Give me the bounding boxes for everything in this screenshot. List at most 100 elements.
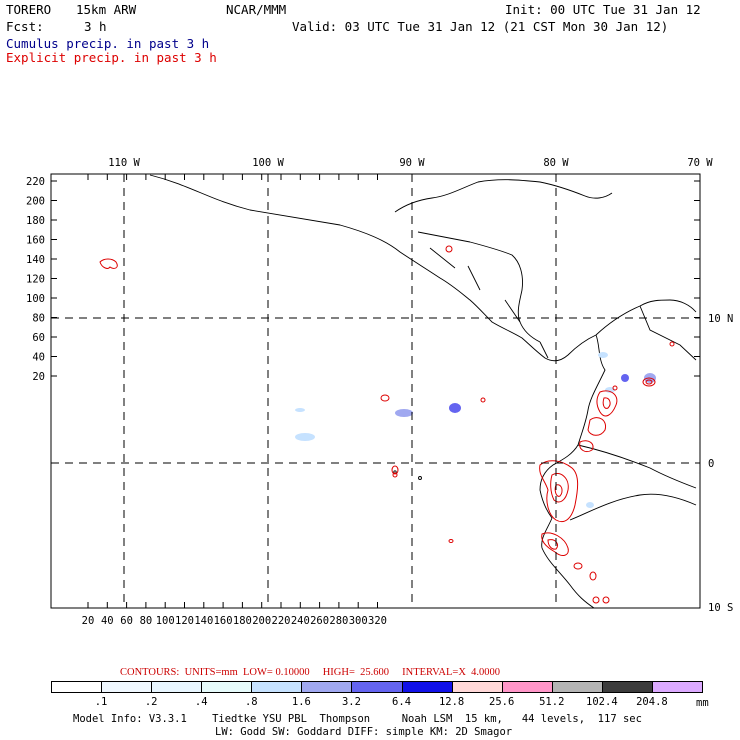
x-tick-label: 40 [101, 615, 114, 627]
cumulus-precip-patch [586, 502, 594, 508]
border-ecuador-peru [569, 444, 697, 521]
precip-contour [392, 472, 398, 478]
y-tick-label: 200 [26, 196, 45, 208]
lat-label: 10 S [708, 602, 733, 614]
init-time: Init: 00 UTC Tue 31 Jan 12 [505, 2, 701, 17]
x-tick-label: 20 [82, 615, 95, 627]
y-tick-label: 160 [26, 235, 45, 247]
colorbar-label: .1 [94, 696, 108, 708]
x-tick-label: 240 [291, 615, 310, 627]
colorbar-swatch [151, 681, 203, 693]
colorbar-label: 25.6 [489, 696, 515, 708]
colorbar-label: 102.4 [586, 696, 618, 708]
y-tick-label: 180 [26, 215, 45, 227]
colorbar-swatch [101, 681, 153, 693]
x-tick-label: 320 [368, 615, 387, 627]
map-frame [50, 173, 701, 609]
model-info-line1: Model Info: V3.3.1 Tiedtke YSU PBL Thomp… [73, 713, 642, 725]
y-tick-label: 120 [26, 274, 45, 286]
coastline-south-america [539, 334, 606, 609]
lat-label: 0 [708, 458, 714, 470]
cumulus-precip-patch [295, 408, 305, 412]
precip-contour [541, 532, 569, 556]
precip-contour [391, 465, 399, 475]
colorbar-swatch [51, 681, 103, 693]
precip-contour [579, 440, 594, 453]
x-tick-label: 60 [120, 615, 133, 627]
precip-contour [448, 539, 454, 543]
x-tick-label: 280 [329, 615, 348, 627]
border-colombia [639, 305, 697, 361]
cumulus-precip-patch [395, 409, 413, 417]
x-tick-label: 80 [140, 615, 153, 627]
colorbar-swatch [401, 681, 453, 693]
colorbar-label: 1.6 [291, 696, 311, 708]
cumulus-precip-shading [295, 352, 656, 508]
explicit-precip-contours [99, 245, 675, 604]
precip-contour [573, 562, 583, 570]
model-info-line2: LW: Godd SW: Goddard DIFF: simple KM: 2D… [215, 726, 513, 738]
map-tick-marks [51, 174, 700, 608]
org-label: NCAR/MMM [226, 2, 287, 17]
y-tick-label: 100 [26, 293, 45, 305]
colorbar-swatch [301, 681, 353, 693]
colorbar-swatch [451, 681, 503, 693]
colorbar-swatch [201, 681, 253, 693]
colorbar-swatch [501, 681, 553, 693]
y-tick-label: 60 [32, 332, 45, 344]
y-tick-label: 140 [26, 254, 45, 266]
precip-contour [539, 460, 579, 523]
precip-contour [99, 258, 118, 269]
valid-time: Valid: 03 UTC Tue 31 Jan 12 (21 CST Mon … [292, 19, 669, 34]
colorbar-unit: mm [696, 697, 709, 709]
precip-contour [596, 390, 618, 417]
x-tick-label: 220 [272, 615, 291, 627]
colorbar-label: 12.8 [438, 696, 465, 708]
country-borders [417, 231, 549, 359]
x-tick-label: 100 [156, 615, 175, 627]
x-tick-label: 200 [252, 615, 271, 627]
precip-contour [589, 571, 597, 581]
lon-label: 90 W [399, 157, 425, 169]
x-tick-label: 140 [194, 615, 213, 627]
colorbar-label: 204.8 [636, 696, 668, 708]
fcst-label: Fcst: [6, 19, 44, 34]
x-tick-label: 160 [214, 615, 233, 627]
y-tick-label: 80 [32, 313, 45, 325]
precip-contour [547, 539, 559, 550]
precip-contour [445, 245, 453, 253]
lat-label: 10 N [708, 313, 733, 325]
precip-contour [380, 394, 390, 402]
lon-label: 100 W [252, 157, 284, 169]
colorbar-swatch [651, 681, 703, 693]
colorbar-swatch [351, 681, 403, 693]
colorbar-label: 6.4 [392, 696, 412, 708]
precip-contour [642, 377, 656, 387]
precip-contour [480, 397, 486, 403]
colorbar-label: .8 [244, 696, 258, 708]
precip-contour [612, 385, 618, 391]
precip-contour [602, 397, 611, 409]
cumulus-precip-patch [449, 403, 461, 413]
cumulus-precip-patch [598, 352, 608, 358]
lon-label: 80 W [543, 157, 569, 169]
colorbar-swatch [551, 681, 603, 693]
coastline-gulf [394, 179, 613, 213]
run-name: TORERO [6, 2, 52, 17]
field-explicit-label: Explicit precip. in past 3 h [6, 50, 217, 65]
colorbar-label: .2 [144, 696, 158, 708]
cumulus-precip-patch [621, 374, 629, 382]
y-tick-label: 20 [32, 371, 45, 383]
cumulus-precip-patch [295, 433, 315, 441]
galapagos-island [418, 476, 422, 480]
fcst-value: 3 h [84, 19, 107, 34]
coastline-caribbean [469, 241, 541, 343]
colorbar-label: 51.2 [539, 696, 565, 708]
coastline-central-america-pacific [149, 174, 597, 362]
lon-label: 70 W [687, 157, 713, 169]
colorbar-swatch [251, 681, 303, 693]
y-tick-label: 220 [26, 176, 45, 188]
lon-label: 110 W [108, 157, 140, 169]
